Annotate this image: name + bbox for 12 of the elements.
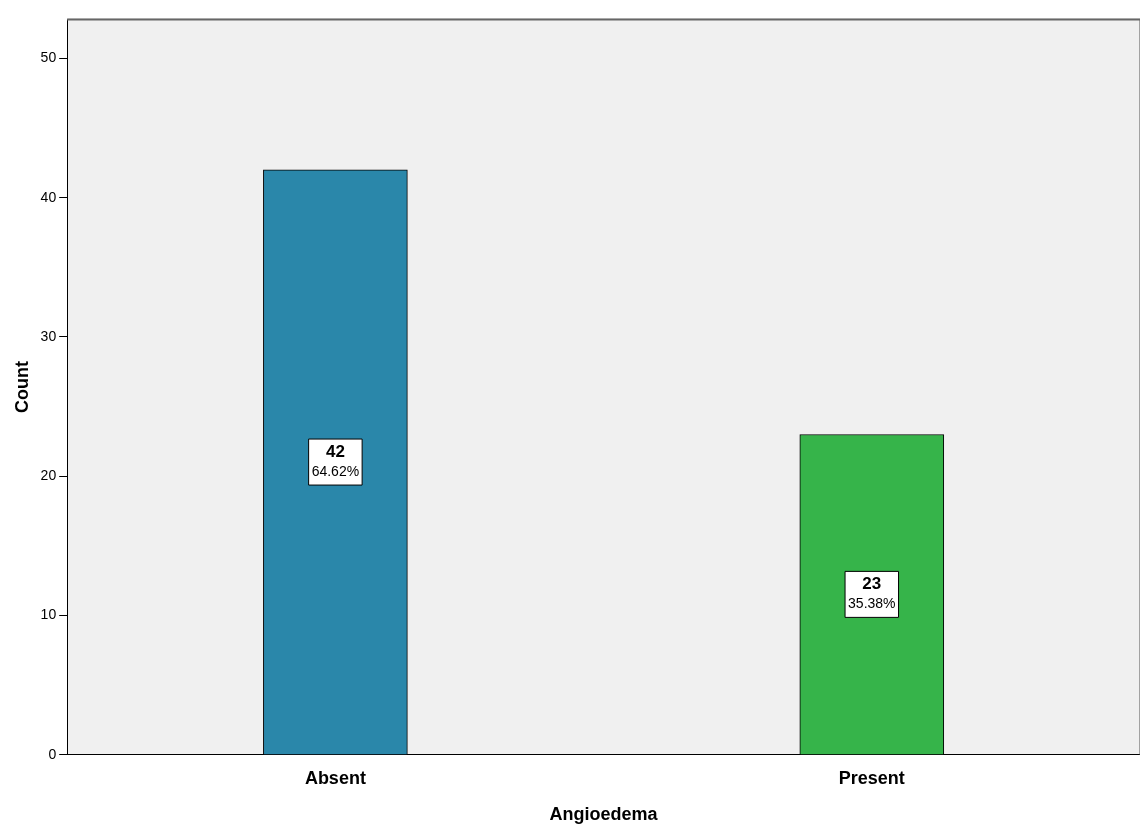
y-tick-label: 20 bbox=[40, 467, 57, 484]
data-label: 23 35.38% bbox=[848, 574, 896, 612]
x-tick-label: Absent bbox=[304, 767, 366, 788]
x-tick-label: Present bbox=[838, 767, 905, 788]
data-label: 42 64.62% bbox=[311, 441, 360, 479]
x-axis-title: Angioedema bbox=[549, 804, 659, 825]
y-axis-title: Count bbox=[11, 361, 32, 414]
y-tick-label: 40 bbox=[40, 188, 57, 205]
y-tick-label: 50 bbox=[40, 49, 57, 66]
y-tick-label: 10 bbox=[40, 606, 57, 623]
y-tick-label: 30 bbox=[40, 327, 57, 344]
y-tick-label: 0 bbox=[48, 745, 57, 762]
